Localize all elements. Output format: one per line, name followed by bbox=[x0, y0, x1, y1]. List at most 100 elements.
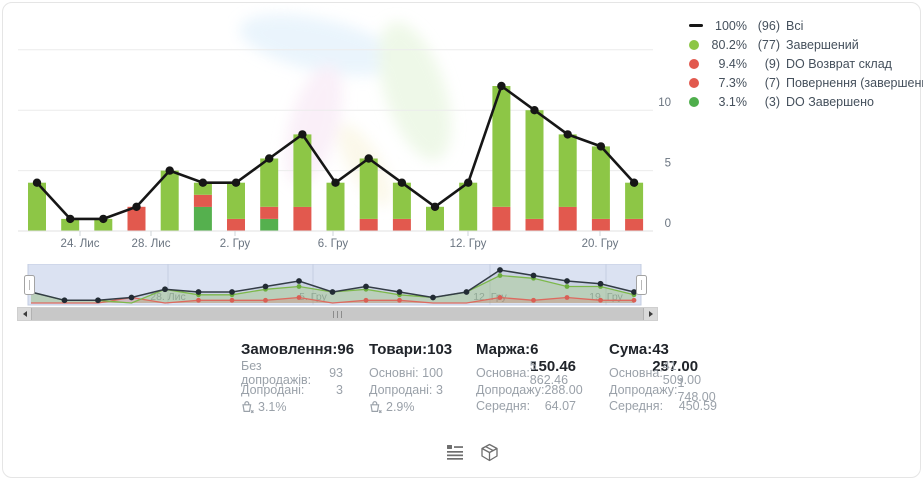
bar-segment-lg[interactable] bbox=[326, 182, 345, 231]
legend-count: (9) bbox=[764, 56, 780, 71]
stat-row: Основні: 100 bbox=[369, 365, 443, 382]
navigator-total-point bbox=[329, 289, 336, 295]
stat-row-label: Основні: bbox=[369, 366, 419, 381]
navigator-right-handle-icon[interactable] bbox=[636, 275, 647, 295]
stat-header-label: Товари: bbox=[369, 341, 428, 358]
stat-row: Допродажу: 288.00 bbox=[476, 382, 583, 399]
bar-segment-rd[interactable] bbox=[193, 194, 212, 207]
bar-segment-lg[interactable] bbox=[492, 86, 511, 207]
navigator-date-label: 5. Гру bbox=[299, 291, 327, 303]
bar-segment-rd[interactable] bbox=[127, 206, 146, 231]
line-point[interactable] bbox=[331, 178, 340, 187]
line-point[interactable] bbox=[132, 202, 141, 211]
line-point[interactable] bbox=[66, 214, 75, 224]
line-point[interactable] bbox=[397, 178, 407, 187]
line-point[interactable] bbox=[165, 166, 174, 175]
stat-row-label: Допродажу: bbox=[476, 382, 545, 397]
bar-segment-lg[interactable] bbox=[591, 146, 610, 219]
line-point[interactable] bbox=[430, 202, 440, 211]
bar-segment-lg[interactable] bbox=[160, 170, 179, 231]
line-point[interactable] bbox=[198, 178, 208, 187]
stat-header: Сума: 43 257.00 bbox=[609, 341, 717, 375]
bar-segment-lg[interactable] bbox=[227, 182, 245, 219]
stat-row-label: Допродані: bbox=[369, 382, 433, 397]
list-view-button[interactable] bbox=[443, 440, 467, 464]
bar-segment-lg[interactable] bbox=[392, 182, 411, 219]
bar-segment-rd[interactable] bbox=[260, 206, 279, 219]
bar-segment-lg[interactable] bbox=[525, 110, 544, 219]
line-point[interactable] bbox=[464, 178, 473, 187]
bar-segment-lg[interactable] bbox=[558, 134, 577, 207]
line-point[interactable] bbox=[364, 154, 373, 163]
line-point[interactable] bbox=[99, 214, 108, 224]
bar-segment-lg[interactable] bbox=[61, 218, 80, 231]
stat-row-value: 64.07 bbox=[544, 399, 576, 414]
bar-segment-lg[interactable] bbox=[625, 182, 644, 219]
navigator-red-point bbox=[196, 297, 201, 303]
navigator-total-point bbox=[95, 297, 101, 304]
bar-segment-lg[interactable] bbox=[293, 134, 312, 207]
bar-segment-dg[interactable] bbox=[193, 206, 212, 231]
scroll-left-button[interactable] bbox=[18, 308, 31, 320]
upsell-rate-value: 3.1% bbox=[258, 400, 287, 415]
chart-scrollbar[interactable] bbox=[17, 307, 658, 321]
legend-item[interactable]: 100% (96) Всі bbox=[689, 16, 923, 35]
line-point[interactable] bbox=[596, 142, 606, 151]
stat-row-label: Основна: bbox=[609, 366, 663, 381]
legend-percent: 100% bbox=[715, 18, 747, 33]
stat-row-value: 93 bbox=[329, 366, 343, 381]
bar-segment-lg[interactable] bbox=[359, 158, 378, 219]
legend-item[interactable]: 7.3% (7) Повернення (завершений) bbox=[689, 73, 923, 92]
legend-item[interactable]: 9.4% (9) DO Возврат склад bbox=[689, 54, 923, 73]
navigator-red-point bbox=[397, 297, 402, 303]
bar-segment-rd[interactable] bbox=[392, 218, 411, 231]
legend-item[interactable]: 80.2% (77) Завершений bbox=[689, 35, 923, 54]
legend-label: Повернення (завершений) bbox=[786, 75, 923, 90]
navigator-red-point bbox=[497, 295, 503, 300]
stat-row-label: Допродажу: bbox=[609, 382, 678, 397]
bar-segment-lg[interactable] bbox=[260, 158, 279, 207]
stat-header-value: 6 150.46 bbox=[530, 341, 577, 375]
x-axis-label: 24. Лис bbox=[61, 238, 100, 250]
bar-segment-rd[interactable] bbox=[558, 206, 577, 231]
scrollbar-thumb[interactable] bbox=[31, 308, 644, 320]
stat-header: Товари: 103 bbox=[369, 341, 452, 365]
line-point[interactable] bbox=[265, 154, 274, 163]
line-point[interactable] bbox=[231, 178, 241, 187]
bar-segment-rd[interactable] bbox=[525, 218, 544, 231]
bar-segment-rd[interactable] bbox=[359, 218, 378, 231]
navigator-left-handle-icon[interactable] bbox=[24, 275, 35, 295]
bar-segment-rd[interactable] bbox=[591, 218, 610, 231]
bar-segment-dg[interactable] bbox=[260, 218, 279, 231]
products-view-button[interactable] bbox=[477, 440, 501, 464]
navigator-total-point bbox=[296, 278, 302, 284]
bar-segment-rd[interactable] bbox=[293, 206, 312, 231]
line-point[interactable] bbox=[32, 178, 42, 187]
bar-segment-lg[interactable] bbox=[28, 182, 46, 231]
bar-segment-rd[interactable] bbox=[227, 218, 245, 231]
stat-column: Товари: 103 Основні: 100 Допродані: 3 2.9% bbox=[369, 341, 452, 416]
navigator-red-point bbox=[531, 297, 536, 303]
line-point[interactable] bbox=[497, 81, 506, 91]
bar-segment-lg[interactable] bbox=[193, 182, 212, 195]
bar-segment-rd[interactable] bbox=[492, 206, 511, 231]
legend-label: DO Возврат склад bbox=[786, 56, 892, 71]
bar-segment-lg[interactable] bbox=[459, 182, 478, 231]
line-point[interactable] bbox=[530, 106, 539, 115]
bar-segment-rd[interactable] bbox=[625, 218, 644, 231]
stat-column: Маржа: 6 150.46 Основна: 5 862.46 Допродажу:… bbox=[476, 341, 583, 415]
line-point[interactable] bbox=[298, 130, 307, 139]
navigator-total-point bbox=[363, 283, 369, 290]
line-point[interactable] bbox=[563, 130, 572, 139]
main-chart: 24. Лис 28. Лис 2. Гру 6. Гру 12. Гру 20. Гру… bbox=[18, 49, 671, 250]
line-point[interactable] bbox=[629, 178, 639, 187]
stat-header-value: 43 257.00 bbox=[652, 341, 699, 375]
scroll-right-button[interactable] bbox=[644, 308, 657, 320]
arrow-left-icon bbox=[22, 311, 27, 317]
legend-item[interactable]: 3.1% (3) DO Завершено bbox=[689, 92, 923, 111]
bar-segment-lg[interactable] bbox=[94, 218, 113, 231]
navigator-total-point bbox=[430, 294, 436, 301]
bar-segment-lg[interactable] bbox=[426, 206, 444, 231]
